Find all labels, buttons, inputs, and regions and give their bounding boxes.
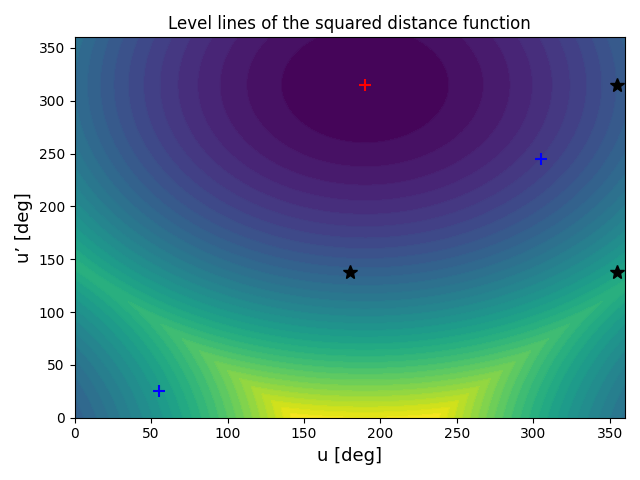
Y-axis label: u’ [deg]: u’ [deg] [15, 192, 33, 263]
X-axis label: u [deg]: u [deg] [317, 447, 382, 465]
Title: Level lines of the squared distance function: Level lines of the squared distance func… [168, 15, 531, 33]
